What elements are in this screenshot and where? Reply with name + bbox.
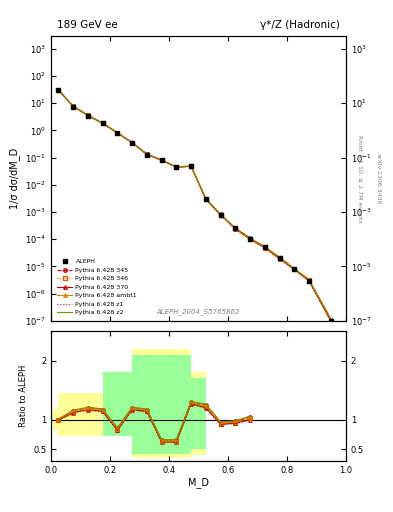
Bar	[176, 372, 206, 455]
Bar	[162, 349, 191, 458]
Bar	[103, 372, 132, 436]
Legend: ALEPH, Pythia 6.428 345, Pythia 6.428 346, Pythia 6.428 370, Pythia 6.428 ambt1,: ALEPH, Pythia 6.428 345, Pythia 6.428 34…	[54, 257, 140, 318]
Bar	[44, 409, 73, 430]
Bar	[132, 355, 162, 454]
Text: ALEPH_2004_S5765862: ALEPH_2004_S5765862	[157, 308, 240, 315]
Bar	[162, 355, 191, 454]
Bar	[103, 372, 132, 436]
Bar	[147, 355, 176, 454]
Bar	[147, 349, 176, 458]
Text: arXiv:1306.3436: arXiv:1306.3436	[375, 154, 380, 205]
Bar	[132, 349, 162, 458]
Text: γ*/Z (Hadronic): γ*/Z (Hadronic)	[260, 20, 340, 30]
Text: Rivet 3.1.10; ≥ 2.7M events: Rivet 3.1.10; ≥ 2.7M events	[358, 135, 363, 223]
Bar	[118, 372, 147, 436]
Y-axis label: Ratio to ALEPH: Ratio to ALEPH	[18, 365, 28, 427]
Bar	[73, 393, 103, 434]
Bar	[118, 372, 147, 436]
Bar	[176, 378, 206, 449]
Y-axis label: 1/σ dσ/dM_D: 1/σ dσ/dM_D	[9, 148, 20, 209]
Bar	[88, 393, 118, 436]
Bar	[59, 393, 88, 436]
X-axis label: M_D: M_D	[188, 477, 209, 488]
Text: 189 GeV ee: 189 GeV ee	[57, 20, 118, 30]
